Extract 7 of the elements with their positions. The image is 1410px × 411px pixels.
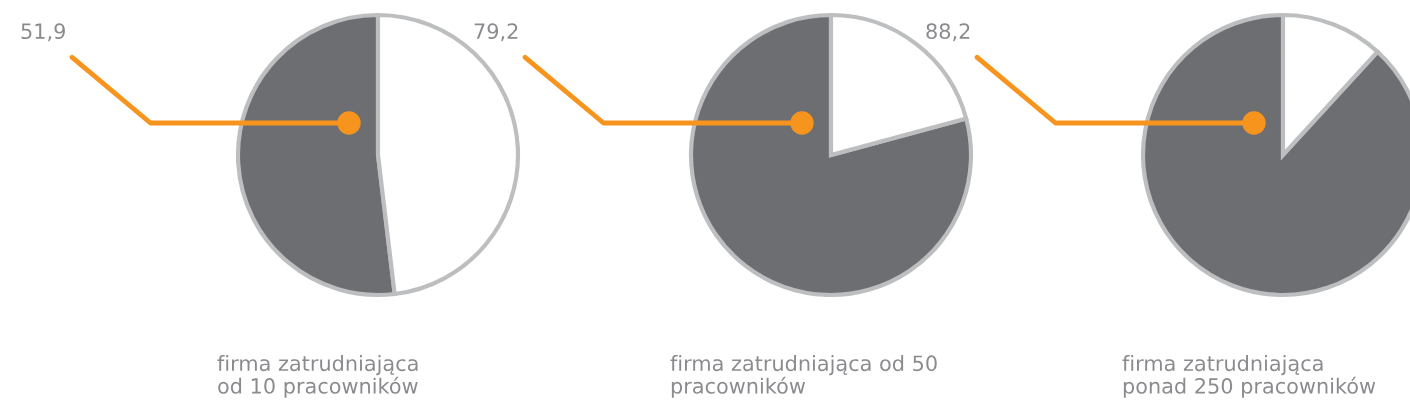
data-label: 51,9 [21,23,65,42]
pie-slice [688,12,974,298]
text: firma zatrudniająca od 10 pracowników [217,355,418,398]
data-label: 79,2 [474,23,518,42]
data-label: 88,2 [926,23,970,42]
text: firma zatrudniająca od 50 pracowników [670,355,937,398]
text: firma zatrudniająca ponad 250 pracowników [1122,355,1376,398]
